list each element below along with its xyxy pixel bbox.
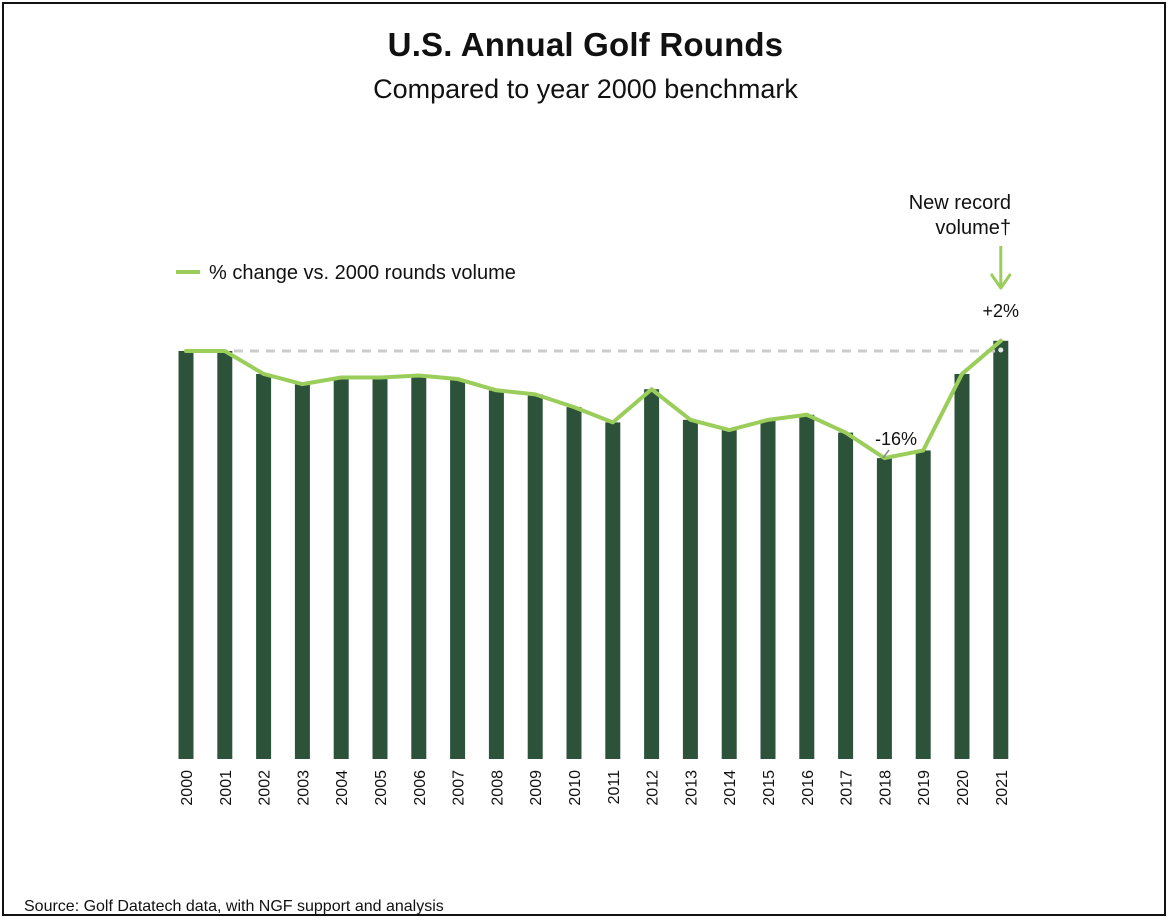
bar-2007 (450, 379, 466, 759)
bar-2006 (411, 375, 427, 759)
bar-2018 (876, 458, 892, 759)
annotation-line-1: New record (909, 192, 1011, 214)
bar-2020 (954, 373, 970, 759)
bar-2010 (566, 407, 582, 759)
x-tick-label: 2014 (722, 770, 739, 806)
x-tick-label: 2015 (761, 770, 778, 806)
bar-2013 (682, 419, 698, 759)
bar-2008 (488, 390, 504, 759)
bars-group (178, 340, 1009, 759)
bar-2021 (993, 340, 1009, 759)
data-label-2018-leader (882, 449, 890, 459)
x-tick-label: 2005 (373, 770, 390, 806)
x-tick-label: 2017 (839, 770, 856, 806)
x-tick-label: 2018 (877, 770, 894, 806)
source-note: Source: Golf Datatech data, with NGF sup… (24, 898, 444, 915)
x-tick-label: 2004 (334, 770, 351, 806)
bar-2003 (294, 384, 310, 759)
x-tick-label: 2003 (295, 770, 312, 806)
bar-2001 (217, 351, 233, 759)
x-tick-label: 2020 (955, 770, 972, 806)
series-end-dot (998, 347, 1004, 353)
bar-2005 (372, 377, 388, 759)
x-tick-label: 2002 (257, 770, 274, 806)
series-line (184, 338, 1003, 461)
x-tick-label: 2009 (528, 770, 545, 806)
x-tick-label: 2007 (451, 770, 468, 806)
bar-2015 (760, 419, 776, 759)
x-tick-label: 2010 (567, 770, 584, 806)
bar-2011 (605, 422, 621, 759)
x-tick-label: 2008 (489, 770, 506, 806)
bar-2000 (178, 351, 194, 759)
annotation-arrow-icon (990, 273, 1012, 290)
x-tick-label: 2000 (179, 770, 196, 806)
bar-2009 (527, 394, 543, 759)
bar-2016 (799, 414, 815, 759)
data-label-2018: -16% (875, 429, 917, 449)
x-tick-label: 2021 (994, 770, 1011, 806)
bar-2012 (644, 389, 660, 759)
bar-2002 (256, 373, 272, 759)
chart-subtitle: Compared to year 2000 benchmark (373, 74, 798, 104)
x-tick-label: 2011 (606, 770, 623, 805)
annotation-line-2: volume† (935, 217, 1011, 239)
x-tick-label: 2016 (800, 770, 817, 806)
bar-2017 (838, 432, 854, 759)
x-tick-label: 2019 (916, 770, 933, 806)
x-axis-tick-labels: 2000 2001 2002 2003 2004 2005 2006 2007 2008 2009… (179, 770, 1011, 806)
legend-label: % change vs. 2000 rounds volume (209, 262, 516, 284)
x-tick-label: 2001 (218, 770, 235, 806)
x-tick-label: 2006 (412, 770, 429, 806)
bar-2004 (333, 377, 349, 759)
x-tick-label: 2012 (645, 770, 662, 806)
x-tick-label: 2013 (683, 770, 700, 806)
bar-2014 (721, 430, 737, 759)
chart-title: U.S. Annual Golf Rounds (387, 26, 784, 63)
bar-2019 (915, 450, 931, 759)
data-label-2021: +2% (983, 301, 1020, 321)
